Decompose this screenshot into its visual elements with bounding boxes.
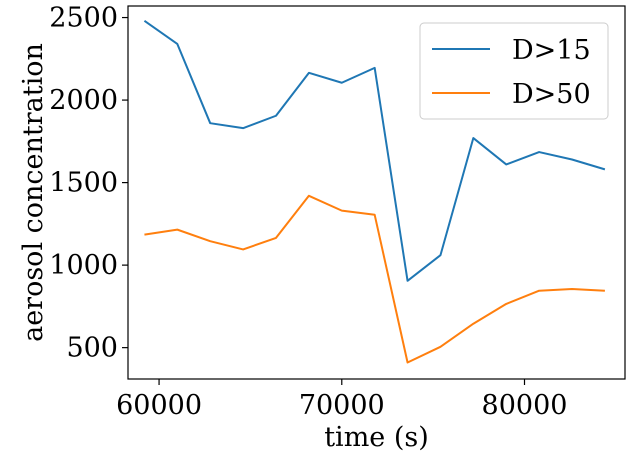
- x-tick-label: 80000: [482, 390, 568, 421]
- y-tick-label: 1500: [49, 168, 118, 199]
- x-tick-label: 60000: [116, 390, 202, 421]
- plot-area: [127, 5, 626, 380]
- y-tick-label: 1000: [49, 250, 118, 281]
- plot-frame: [127, 5, 626, 380]
- series-line-d15: [143, 20, 606, 282]
- y-axis-title: aerosol concentration: [18, 43, 49, 342]
- x-axis-title: time (s): [324, 422, 429, 453]
- y-tick-label: 2500: [49, 3, 118, 34]
- legend-box: [419, 22, 609, 120]
- legend: D>15 D>50: [419, 22, 609, 120]
- series-line-d50: [144, 194, 605, 364]
- y-axis-ticks: 500 1000 1500 2000 2500: [49, 3, 128, 364]
- legend-label-d15: D>15: [512, 35, 591, 66]
- y-tick-label: 2000: [49, 85, 118, 116]
- legend-label-d50: D>50: [512, 79, 591, 110]
- y-tick-label: 500: [66, 333, 118, 364]
- x-tick-label: 70000: [299, 390, 385, 421]
- x-axis-ticks: 60000 70000 80000: [116, 379, 567, 421]
- series-layer: [143, 20, 606, 364]
